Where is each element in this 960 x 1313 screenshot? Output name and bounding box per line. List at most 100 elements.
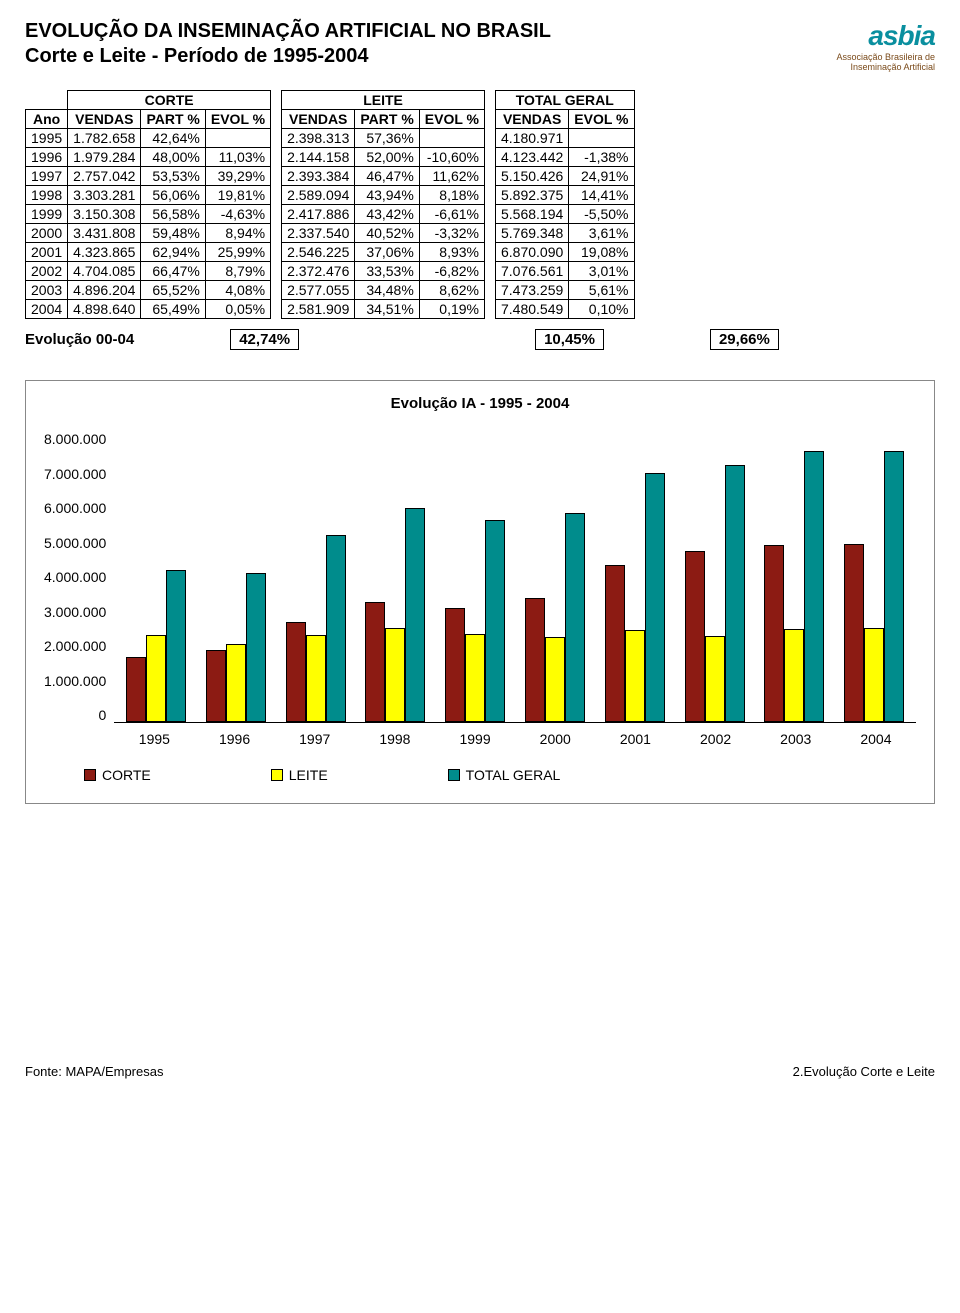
bar [645,473,665,722]
plot [114,432,916,723]
logo-sub-1: Associação Brasileira de [836,52,935,62]
col-evol: EVOL % [205,110,270,129]
bar [545,637,565,722]
bar [764,545,784,722]
cell-vendas: 3.431.808 [68,224,141,243]
cell-evol: 0,19% [419,300,484,319]
legend-item: LEITE [271,767,328,783]
cell-evol: 8,62% [419,281,484,300]
bar [286,622,306,722]
cell-evol: 5,61% [569,281,634,300]
cell-vendas: 6.870.090 [496,243,569,262]
cell-part: 65,52% [141,281,205,300]
table-row: 2.546.225 37,06% 8,93% [282,243,485,262]
bar-group [435,432,515,722]
cell-evol: 39,29% [205,167,270,186]
legend-swatch [271,769,283,781]
col-vendas: VENDAS [496,110,569,129]
evol-label: Evolução 00-04 [25,331,134,348]
cell-part: 62,94% [141,243,205,262]
evol-leite: 10,45% [535,329,604,350]
page-footer: Fonte: MAPA/Empresas 2.Evolução Corte e … [25,1064,935,1079]
x-axis: 1995199619971998199920002001200220032004 [114,731,916,747]
cell-evol: 19,08% [569,243,634,262]
bar [326,535,346,722]
cell-vendas: 3.303.281 [68,186,141,205]
logo-brand: asbia [836,20,935,52]
cell-part: 56,58% [141,205,205,224]
cell-evol: -3,32% [419,224,484,243]
cell-part: 52,00% [355,148,419,167]
bar [565,513,585,722]
col-ano: Ano [26,110,68,129]
col-vendas: VENDAS [282,110,355,129]
table-row: 2002 4.704.085 66,47% 8,79% [26,262,271,281]
y-tick-label: 2.000.000 [44,639,106,653]
cell-vendas: 2.337.540 [282,224,355,243]
leite-header: LEITE [282,91,485,110]
title-line-1: EVOLUÇÃO DA INSEMINAÇÃO ARTIFICIAL NO BR… [25,20,551,43]
cell-evol [205,129,270,148]
cell-part: 46,47% [355,167,419,186]
legend-swatch [448,769,460,781]
cell-vendas: 7.473.259 [496,281,569,300]
bar [804,451,824,722]
cell-vendas: 4.180.971 [496,129,569,148]
cell-evol [419,129,484,148]
x-tick-label: 2004 [836,731,916,747]
x-tick-label: 1995 [114,731,194,747]
cell-vendas: 3.150.308 [68,205,141,224]
bar [246,573,266,722]
cell-vendas: 1.782.658 [68,129,141,148]
legend-label: CORTE [102,767,151,783]
cell-part: 37,06% [355,243,419,262]
title-block: EVOLUÇÃO DA INSEMINAÇÃO ARTIFICIAL NO BR… [25,20,551,68]
table-row: 7.473.259 5,61% [496,281,635,300]
cell-evol: 3,01% [569,262,634,281]
table-leite: LEITE VENDAS PART % EVOL % 2.398.313 57,… [281,90,485,319]
bar [405,508,425,722]
cell-evol [569,129,634,148]
cell-evol: 3,61% [569,224,634,243]
x-tick-label: 2001 [595,731,675,747]
cell-evol: -10,60% [419,148,484,167]
cell-ano: 2001 [26,243,68,262]
col-evol: EVOL % [419,110,484,129]
cell-part: 42,64% [141,129,205,148]
corte-header: CORTE [68,91,271,110]
cell-evol: -6,61% [419,205,484,224]
table-row: 2001 4.323.865 62,94% 25,99% [26,243,271,262]
table-row: 2.144.158 52,00% -10,60% [282,148,485,167]
cell-ano: 2002 [26,262,68,281]
bar [784,629,804,722]
bar [525,598,545,722]
cell-evol: 25,99% [205,243,270,262]
footer-page: 2.Evolução Corte e Leite [793,1064,935,1079]
title-line-2: Corte e Leite - Período de 1995-2004 [25,45,551,68]
cell-part: 48,00% [141,148,205,167]
cell-evol: 8,94% [205,224,270,243]
cell-evol: 11,62% [419,167,484,186]
cell-part: 43,42% [355,205,419,224]
cell-part: 34,48% [355,281,419,300]
legend: CORTELEITETOTAL GERAL [84,767,916,783]
cell-vendas: 4.123.442 [496,148,569,167]
cell-vendas: 5.892.375 [496,186,569,205]
cell-evol: 0,10% [569,300,634,319]
bar-group [356,432,436,722]
cell-ano: 1997 [26,167,68,186]
table-row: 2.393.384 46,47% 11,62% [282,167,485,186]
cell-evol: 8,18% [419,186,484,205]
cell-part: 57,36% [355,129,419,148]
table-corte: CORTE Ano VENDAS PART % EVOL % 1995 1.78… [25,90,271,319]
cell-vendas: 2.398.313 [282,129,355,148]
bar [725,465,745,722]
y-tick-label: 1.000.000 [44,674,106,688]
bar [126,657,146,722]
bar [864,628,884,722]
legend-item: CORTE [84,767,151,783]
cell-vendas: 2.757.042 [68,167,141,186]
legend-swatch [84,769,96,781]
bar-group [196,432,276,722]
bar [884,451,904,722]
